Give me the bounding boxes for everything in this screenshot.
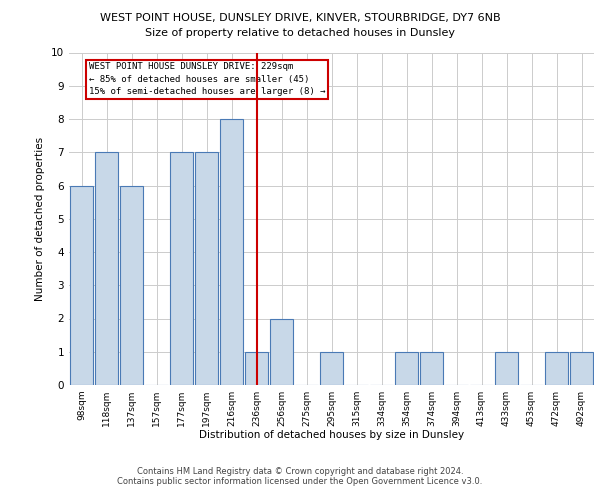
Bar [569, 352, 593, 385]
Bar [545, 352, 568, 385]
Bar [395, 352, 418, 385]
Text: Contains public sector information licensed under the Open Government Licence v3: Contains public sector information licen… [118, 477, 482, 486]
Bar [269, 318, 293, 385]
Bar [194, 152, 218, 385]
Bar [419, 352, 443, 385]
Text: WEST POINT HOUSE, DUNSLEY DRIVE, KINVER, STOURBRIDGE, DY7 6NB: WEST POINT HOUSE, DUNSLEY DRIVE, KINVER,… [100, 12, 500, 22]
Bar [320, 352, 343, 385]
Text: WEST POINT HOUSE DUNSLEY DRIVE: 229sqm
← 85% of detached houses are smaller (45): WEST POINT HOUSE DUNSLEY DRIVE: 229sqm ←… [89, 62, 325, 96]
Text: Contains HM Land Registry data © Crown copyright and database right 2024.: Contains HM Land Registry data © Crown c… [137, 467, 463, 476]
Y-axis label: Number of detached properties: Number of detached properties [35, 136, 46, 301]
Bar [220, 119, 244, 385]
Bar [245, 352, 268, 385]
Text: Size of property relative to detached houses in Dunsley: Size of property relative to detached ho… [145, 28, 455, 38]
X-axis label: Distribution of detached houses by size in Dunsley: Distribution of detached houses by size … [199, 430, 464, 440]
Bar [170, 152, 193, 385]
Bar [119, 186, 143, 385]
Bar [494, 352, 518, 385]
Bar [70, 186, 94, 385]
Bar [95, 152, 118, 385]
